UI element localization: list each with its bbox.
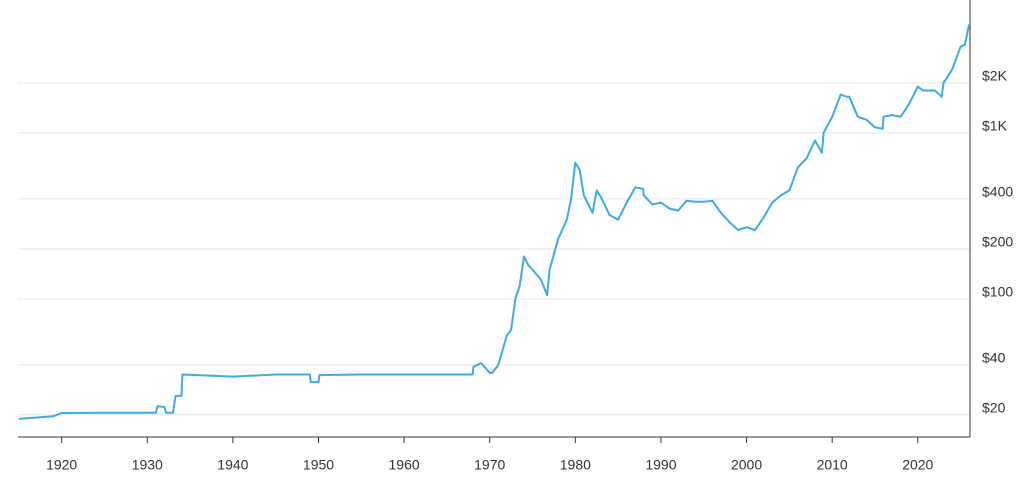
price-line [18, 24, 971, 420]
x-tick-label: 1980 [560, 457, 591, 473]
y-tick-label: $100 [982, 284, 1013, 300]
y-tick-label: $20 [982, 400, 1006, 416]
x-tick-label: 1990 [645, 457, 676, 473]
y-tick-label: $400 [982, 184, 1013, 200]
x-tick-label: 1920 [46, 457, 77, 473]
y-tick-label: $40 [982, 350, 1006, 366]
y-tick-label: $200 [982, 234, 1013, 250]
x-tick-label: 1930 [132, 457, 163, 473]
x-tick-label: 1950 [303, 457, 334, 473]
y-tick-label: $2K [982, 68, 1008, 84]
x-tick-label: 2010 [817, 457, 848, 473]
x-tick-label: 1970 [474, 457, 505, 473]
y-tick-label: $1K [982, 118, 1008, 134]
x-tick-label: 2000 [731, 457, 762, 473]
x-tick-label: 2020 [902, 457, 933, 473]
x-tick-label: 1960 [389, 457, 420, 473]
x-tick-label: 1940 [217, 457, 248, 473]
